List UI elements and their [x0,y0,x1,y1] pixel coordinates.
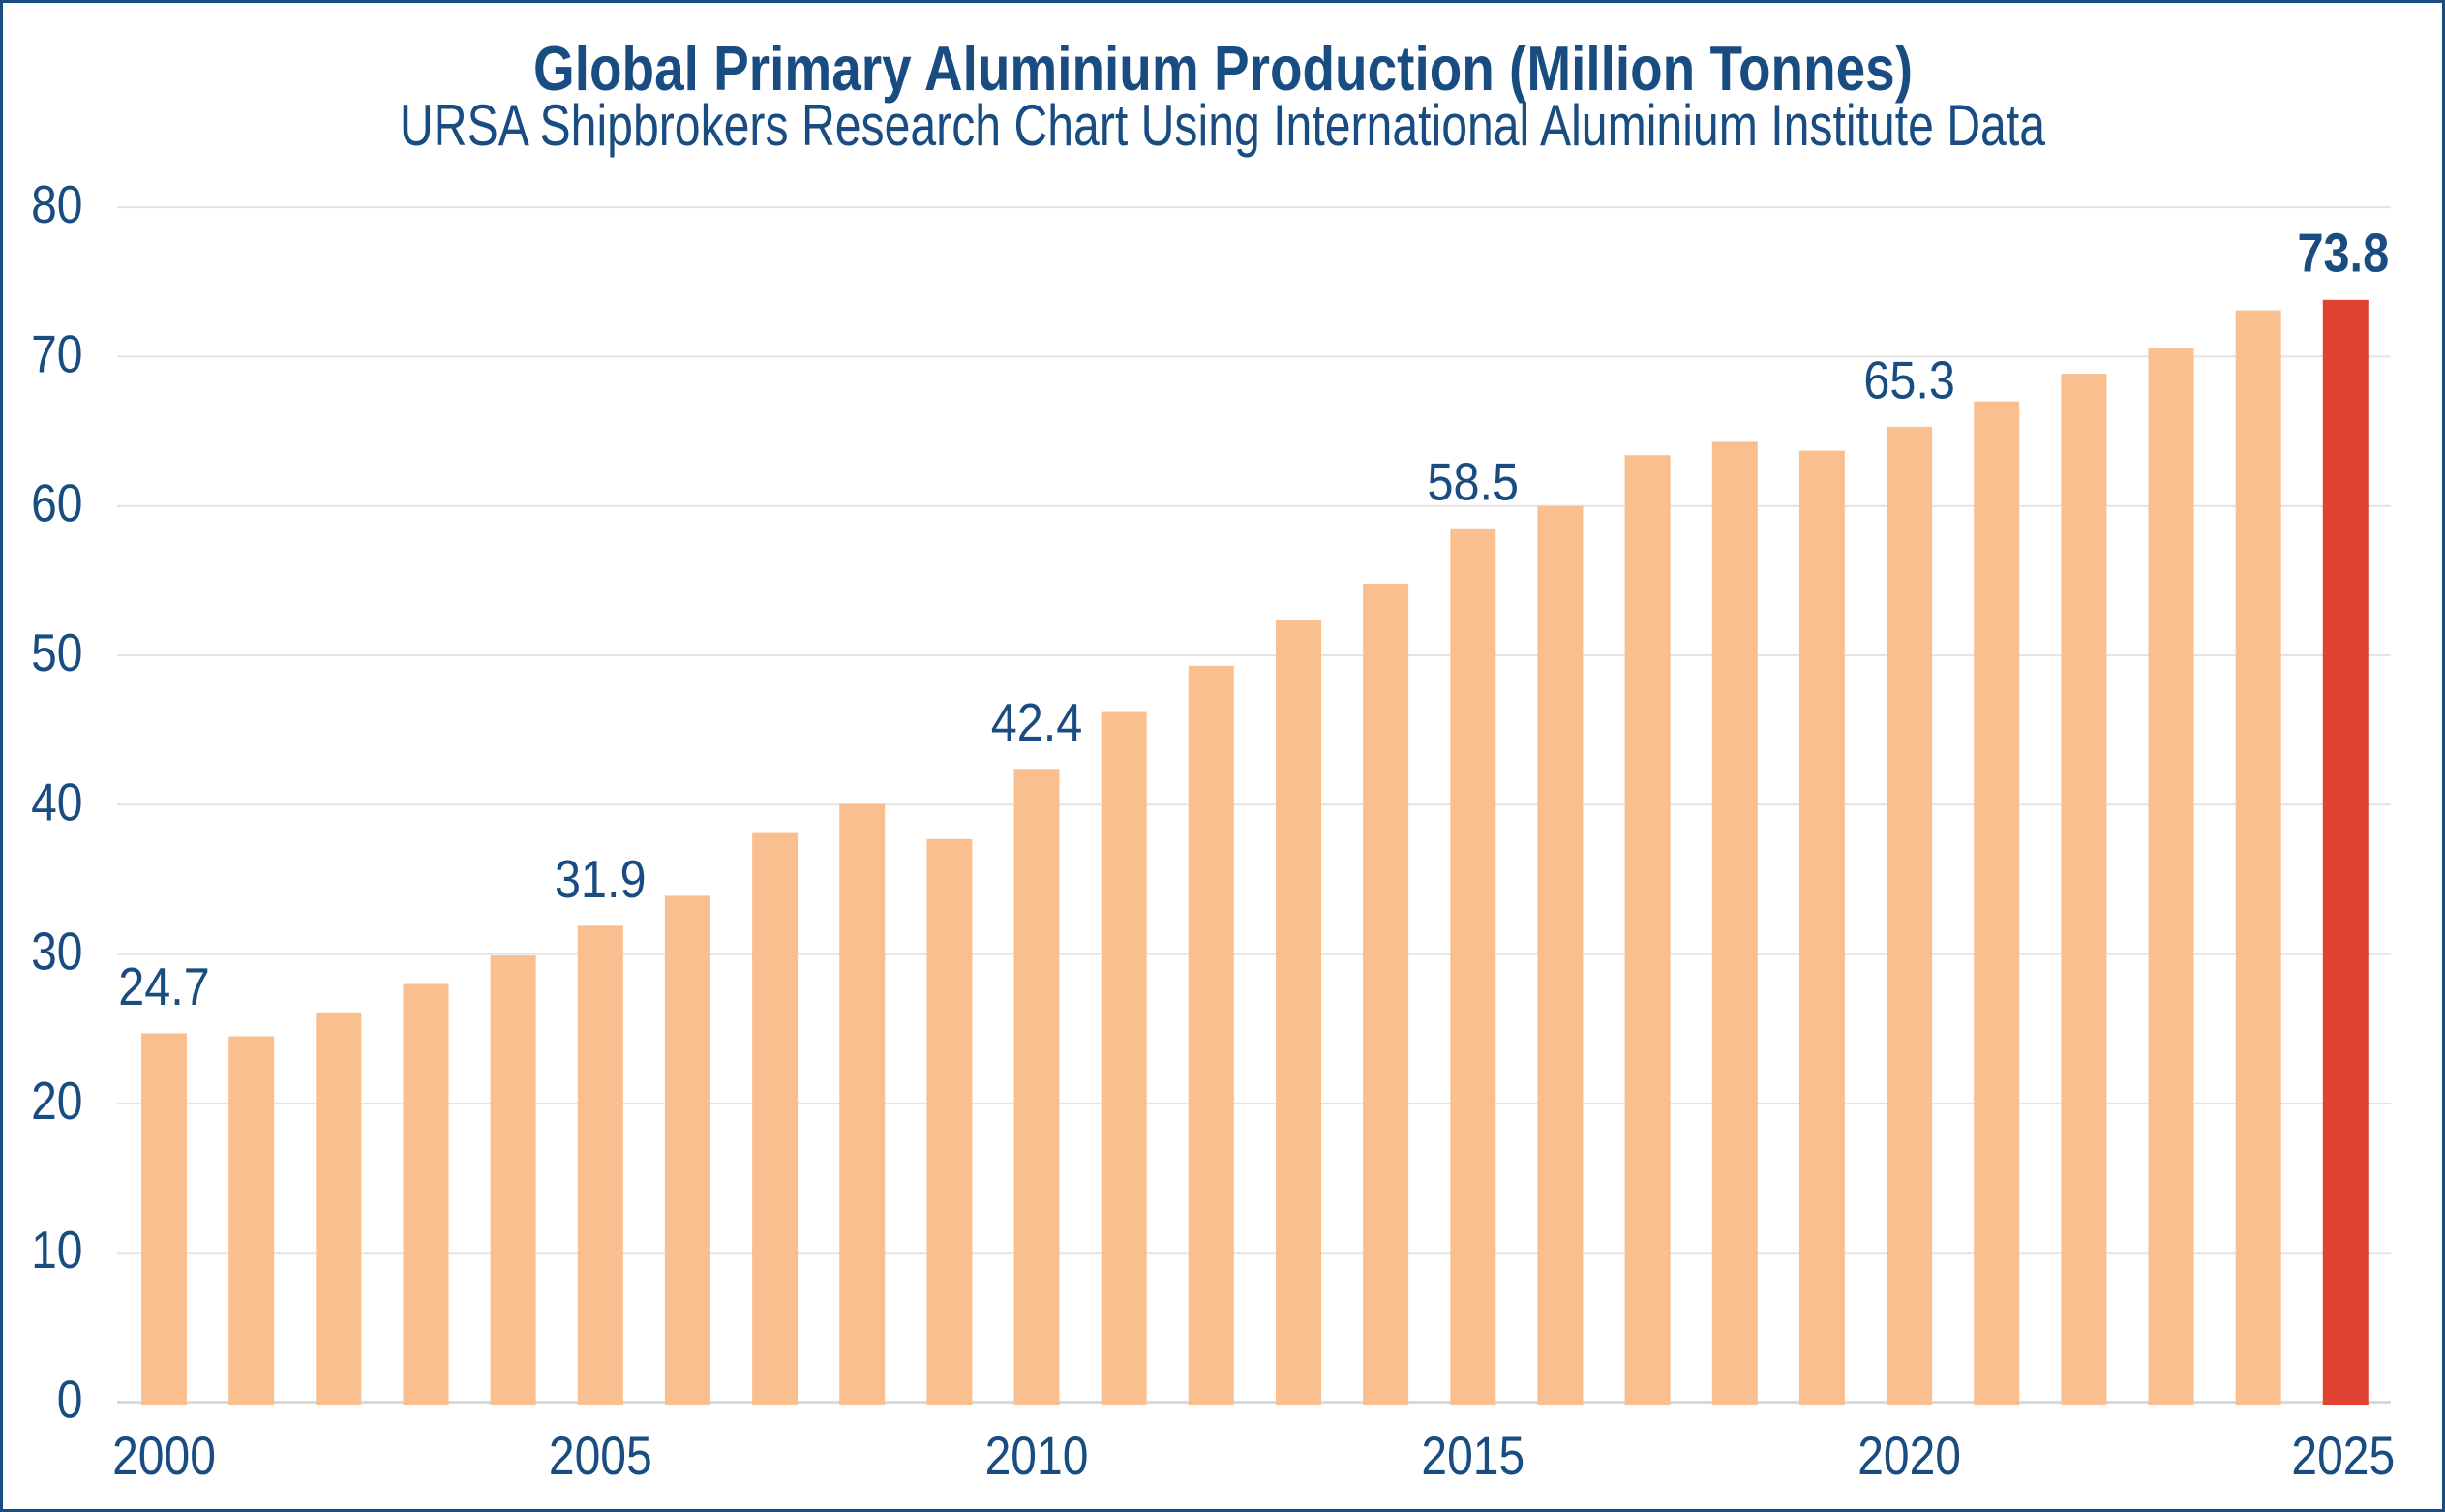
svg-text:60: 60 [31,473,82,533]
svg-text:50: 50 [31,622,82,682]
svg-text:20: 20 [31,1071,82,1131]
svg-text:31.9: 31.9 [555,849,647,909]
svg-text:30: 30 [31,922,82,982]
svg-text:2005: 2005 [549,1426,652,1486]
svg-text:65.3: 65.3 [1863,349,1955,409]
svg-text:URSA Shipbrokers Research Char: URSA Shipbrokers Research Chart Using In… [400,93,2046,158]
svg-text:58.5: 58.5 [1428,451,1520,511]
svg-text:80: 80 [31,174,82,234]
svg-text:2020: 2020 [1857,1426,1961,1486]
svg-text:24.7: 24.7 [118,956,210,1016]
svg-text:70: 70 [31,323,82,383]
svg-text:42.4: 42.4 [991,692,1083,752]
svg-text:2015: 2015 [1421,1426,1524,1486]
svg-text:2025: 2025 [2291,1426,2395,1486]
svg-text:Global Primary Aluminium Produ: Global Primary Aluminium Production (Mil… [533,33,1913,104]
svg-text:40: 40 [31,771,82,832]
svg-text:73.8: 73.8 [2297,222,2389,283]
svg-text:0: 0 [57,1370,83,1430]
svg-text:10: 10 [31,1220,82,1280]
svg-text:2010: 2010 [985,1426,1089,1486]
svg-text:2000: 2000 [112,1426,216,1486]
